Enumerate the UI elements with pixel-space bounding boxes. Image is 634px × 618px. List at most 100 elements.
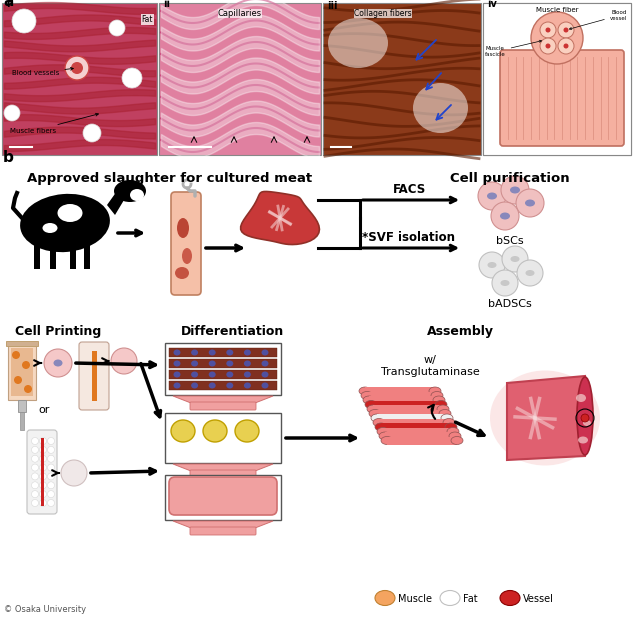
FancyBboxPatch shape bbox=[27, 430, 57, 514]
Ellipse shape bbox=[174, 383, 181, 389]
Circle shape bbox=[478, 182, 506, 210]
Ellipse shape bbox=[365, 400, 377, 408]
Ellipse shape bbox=[431, 391, 443, 399]
Circle shape bbox=[24, 385, 32, 393]
Text: Differentiation: Differentiation bbox=[181, 325, 283, 338]
Circle shape bbox=[32, 446, 39, 454]
Ellipse shape bbox=[58, 204, 82, 222]
Circle shape bbox=[61, 460, 87, 486]
Circle shape bbox=[39, 491, 46, 497]
Ellipse shape bbox=[439, 410, 451, 418]
Text: Fat: Fat bbox=[141, 15, 153, 24]
Bar bbox=[20, 412, 24, 430]
Circle shape bbox=[111, 348, 137, 374]
FancyBboxPatch shape bbox=[79, 342, 109, 410]
Ellipse shape bbox=[209, 360, 216, 366]
Ellipse shape bbox=[510, 187, 520, 193]
Text: Capillaries: Capillaries bbox=[218, 9, 262, 18]
Circle shape bbox=[564, 43, 569, 48]
Text: Muscle: Muscle bbox=[398, 594, 432, 604]
Ellipse shape bbox=[182, 248, 192, 264]
Text: © Osaka University: © Osaka University bbox=[4, 605, 86, 614]
Circle shape bbox=[32, 473, 39, 480]
Ellipse shape bbox=[203, 420, 227, 442]
Ellipse shape bbox=[174, 371, 181, 378]
Ellipse shape bbox=[429, 387, 441, 395]
Bar bbox=[387, 436, 457, 444]
Bar bbox=[6, 341, 38, 346]
Circle shape bbox=[501, 176, 529, 204]
Ellipse shape bbox=[226, 350, 233, 355]
Ellipse shape bbox=[191, 383, 198, 389]
Circle shape bbox=[122, 68, 142, 88]
Ellipse shape bbox=[191, 350, 198, 355]
Circle shape bbox=[39, 455, 46, 462]
Bar bbox=[165, 413, 281, 463]
Ellipse shape bbox=[367, 405, 379, 413]
Text: w/
Transglutaminase: w/ Transglutaminase bbox=[380, 355, 479, 376]
Ellipse shape bbox=[437, 405, 449, 413]
Ellipse shape bbox=[379, 432, 391, 440]
Circle shape bbox=[531, 12, 583, 64]
Ellipse shape bbox=[375, 423, 387, 431]
Polygon shape bbox=[173, 464, 273, 471]
Bar bbox=[34, 241, 40, 269]
Ellipse shape bbox=[433, 396, 445, 404]
Polygon shape bbox=[173, 521, 273, 528]
Ellipse shape bbox=[261, 360, 269, 366]
Bar bbox=[18, 400, 26, 412]
Bar bbox=[11, 348, 33, 396]
Circle shape bbox=[558, 38, 574, 54]
Text: bADSCs: bADSCs bbox=[488, 299, 532, 309]
Bar bbox=[84, 241, 90, 269]
Bar bbox=[385, 432, 455, 440]
Text: Assembly: Assembly bbox=[427, 325, 493, 338]
Ellipse shape bbox=[53, 360, 63, 366]
Bar bbox=[375, 410, 445, 418]
Text: Blood
vessel: Blood vessel bbox=[569, 11, 627, 30]
FancyBboxPatch shape bbox=[171, 192, 201, 295]
Ellipse shape bbox=[375, 591, 395, 606]
Bar bbox=[169, 370, 277, 379]
Ellipse shape bbox=[130, 189, 144, 201]
Text: iv: iv bbox=[487, 0, 497, 9]
Text: Muscle fiber: Muscle fiber bbox=[536, 7, 578, 13]
FancyBboxPatch shape bbox=[190, 527, 256, 535]
Ellipse shape bbox=[487, 192, 497, 200]
Ellipse shape bbox=[114, 180, 146, 202]
Circle shape bbox=[48, 482, 55, 489]
Bar bbox=[50, 241, 56, 269]
Polygon shape bbox=[512, 390, 567, 446]
Text: Blood vessels: Blood vessels bbox=[12, 67, 74, 76]
Bar bbox=[371, 400, 441, 408]
Bar bbox=[169, 348, 277, 357]
Ellipse shape bbox=[526, 270, 534, 276]
Ellipse shape bbox=[583, 420, 591, 426]
Circle shape bbox=[39, 464, 46, 471]
Ellipse shape bbox=[578, 436, 588, 444]
Circle shape bbox=[39, 446, 46, 454]
Circle shape bbox=[32, 438, 39, 444]
Circle shape bbox=[71, 62, 83, 74]
Ellipse shape bbox=[244, 360, 251, 366]
Bar bbox=[2, 3, 157, 155]
Ellipse shape bbox=[244, 350, 251, 355]
Ellipse shape bbox=[20, 194, 110, 252]
Ellipse shape bbox=[445, 423, 457, 431]
Ellipse shape bbox=[226, 383, 233, 389]
Bar bbox=[379, 418, 449, 426]
Ellipse shape bbox=[209, 350, 216, 355]
Circle shape bbox=[39, 438, 46, 444]
Bar bbox=[369, 396, 439, 404]
Text: a: a bbox=[3, 0, 13, 9]
Ellipse shape bbox=[244, 383, 251, 389]
Circle shape bbox=[4, 105, 20, 121]
Ellipse shape bbox=[373, 418, 385, 426]
Circle shape bbox=[516, 189, 544, 217]
Ellipse shape bbox=[191, 360, 198, 366]
Circle shape bbox=[32, 482, 39, 489]
Ellipse shape bbox=[226, 360, 233, 366]
Circle shape bbox=[491, 202, 519, 230]
Bar bbox=[323, 3, 481, 155]
Text: *SVF isolation: *SVF isolation bbox=[361, 231, 455, 244]
